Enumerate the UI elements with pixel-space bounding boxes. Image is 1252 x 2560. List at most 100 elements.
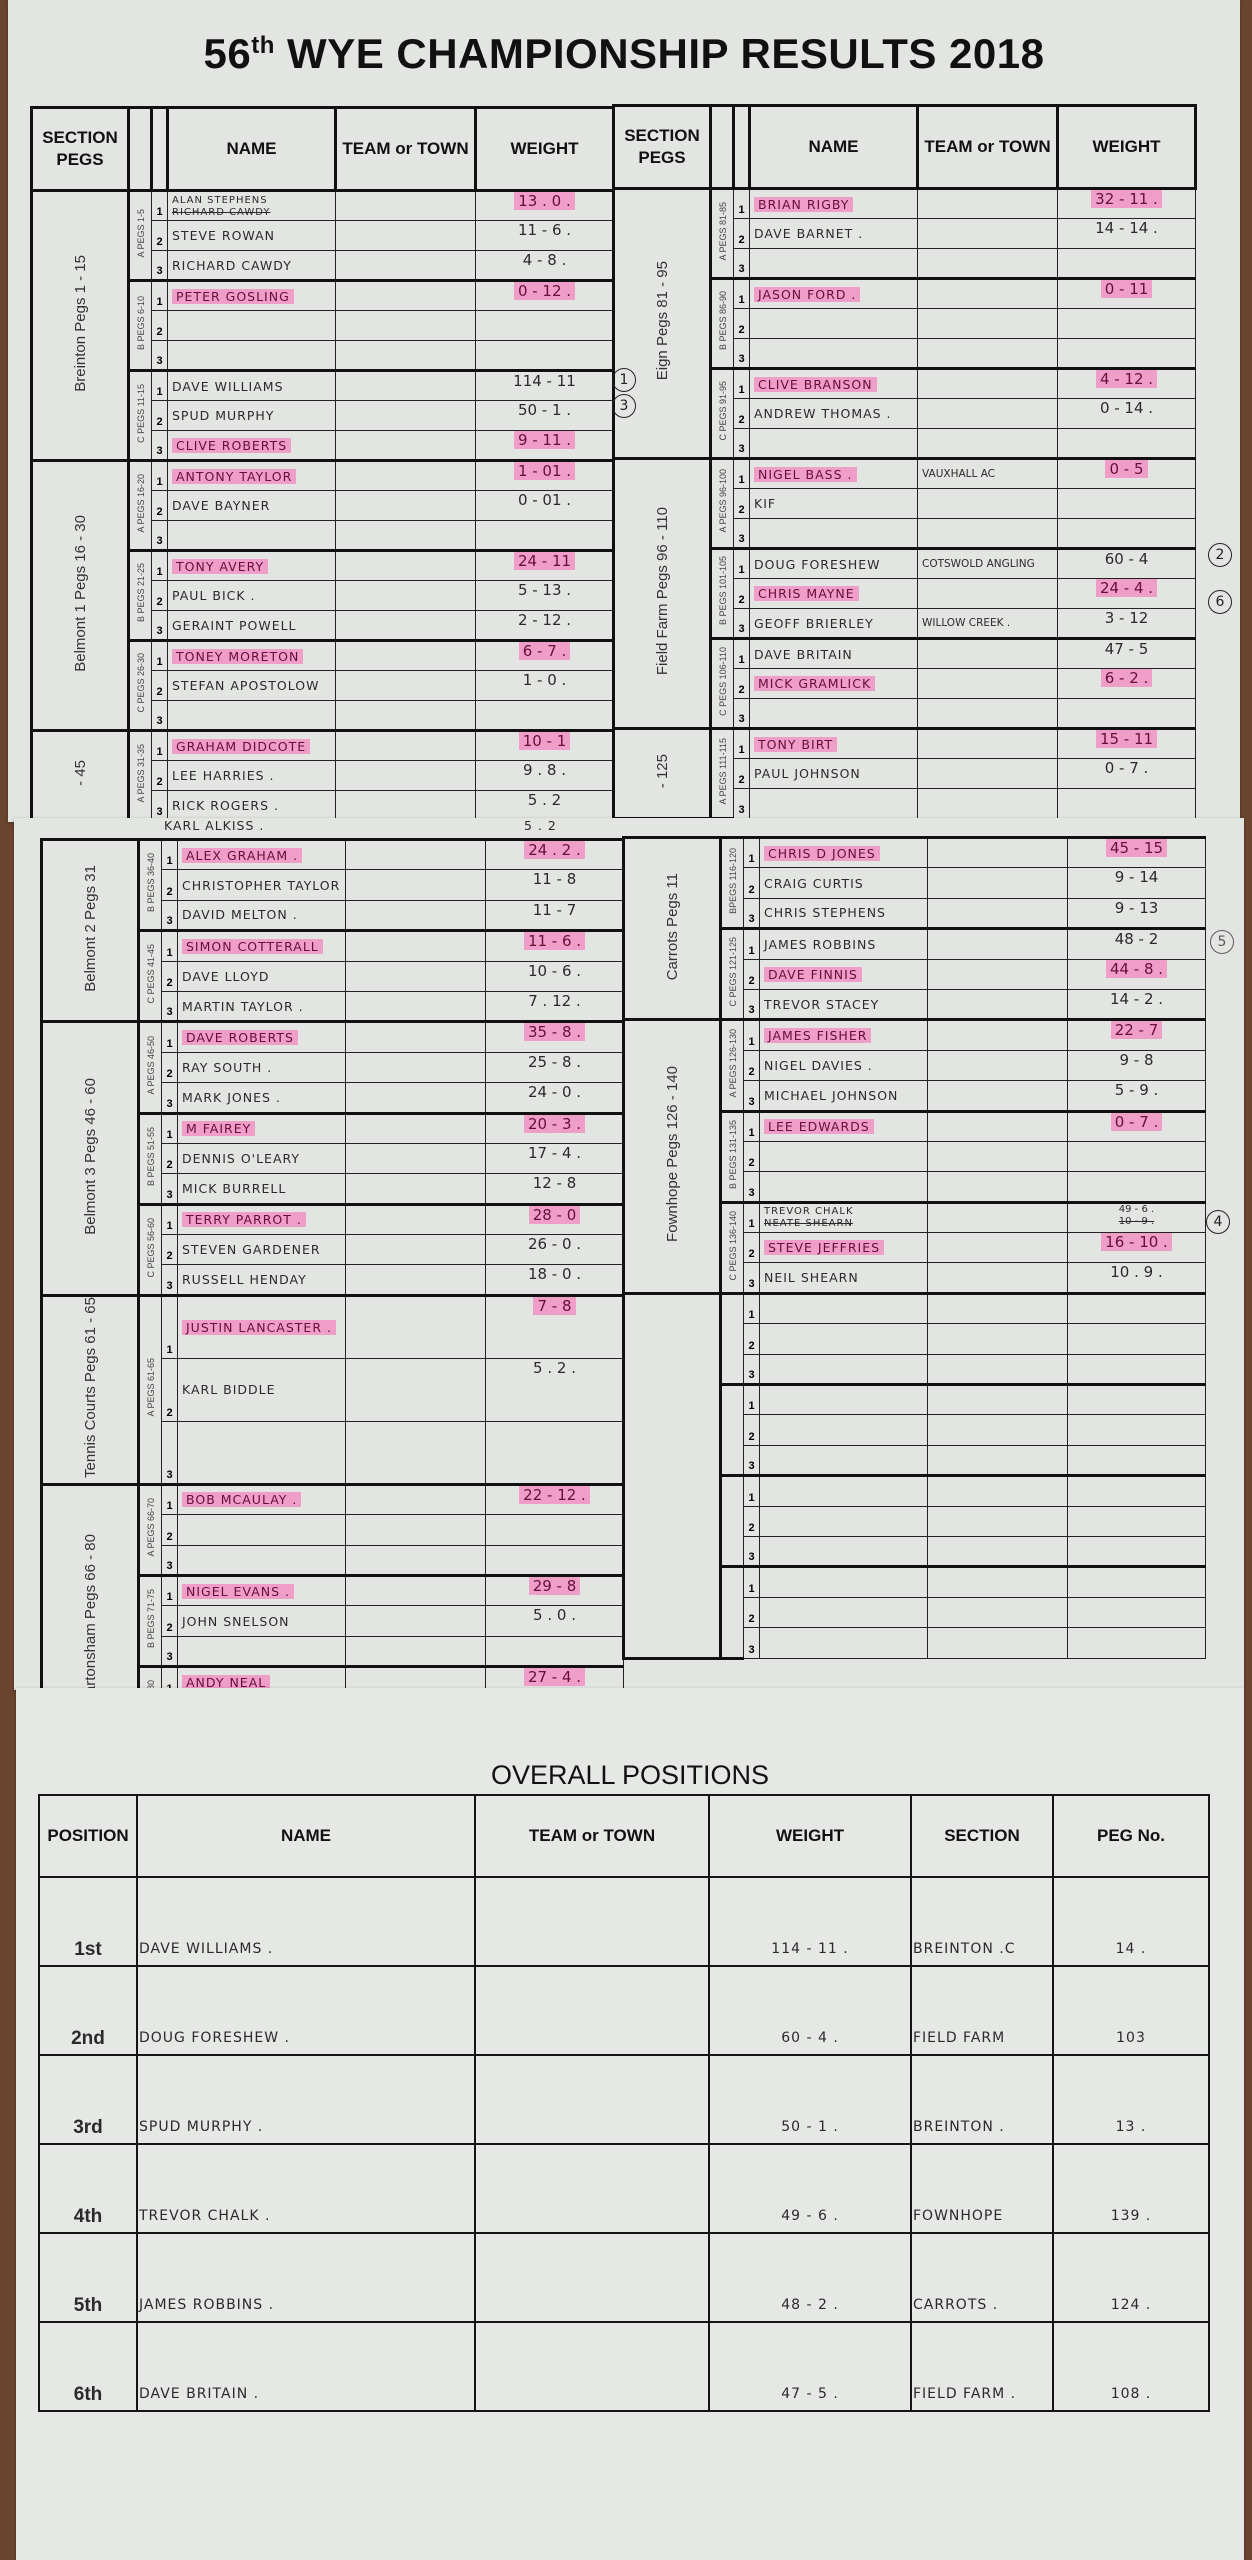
angler-name-cell [759, 1565, 928, 1598]
weight-value: 45 - 15 [1105, 840, 1168, 857]
peg-number: 2 [743, 1596, 760, 1629]
extra-weight-note: 5 . 2 [524, 818, 557, 833]
table-row: 1 [624, 1474, 1206, 1569]
peg-group-label: C PEGS 26-30 [135, 653, 146, 713]
table-row: 2 NIGEL DAVIES . 9 - 8 [624, 1049, 1206, 1082]
peg-number: 3 [151, 250, 168, 281]
table-row: C PEGS 41-45 1 SIMON COTTERALL 11 - 6 . [42, 929, 624, 1024]
table-row: Belmont 3 Pegs 46 - 60 A PEGS 46-50 1 DAVE … [40, 1020, 624, 1297]
angler-name: ANDREW THOMAS . [754, 406, 892, 421]
weight-value: 50 - 1 . [517, 401, 572, 420]
peg-number: 3 [161, 1635, 178, 1668]
peg-number: 1 [161, 1111, 178, 1144]
angler-name: DAVID MELTON . [182, 907, 298, 923]
angler-name: ALEX GRAHAM . [182, 847, 303, 863]
peg-group-cell: B PEGS 71-75 [137, 1573, 162, 1669]
table-row: 1 [622, 1291, 1206, 1660]
peg-number: 1 [161, 929, 178, 962]
weight-cell: 0 - 01 . [475, 490, 614, 521]
weight-cell: 22 - 12 . [485, 1482, 624, 1516]
angler-name: PETER GOSLING [172, 288, 294, 304]
angler-name-cell [759, 1444, 928, 1477]
team-or-town [335, 279, 476, 311]
team-or-town [917, 367, 1058, 399]
peg-group-cell: A PEGS 81-85 [709, 187, 734, 280]
weight-cell [1057, 248, 1196, 279]
weight-value: 14 - 14 . [1095, 219, 1158, 238]
results-table-right: SECTION PEGS NAME TEAM or TOWN WEIGHT Eign P… [612, 104, 1197, 820]
name-header: NAME [136, 1794, 476, 1878]
section-label: - 125 [653, 753, 671, 789]
angler-name: STEVE JEFFRIES [764, 1240, 885, 1256]
weight-cell: 114 - 11 [475, 369, 614, 401]
overall-row: 1st DAVE WILLIAMS . 114 - 11 . BREINTON .C 1… [38, 1876, 1210, 1967]
angler-name-cell: TREVOR CHALK NEATE SHEARN [759, 1200, 928, 1234]
angler-name-cell: TONY AVERY [167, 549, 336, 581]
angler-name: TREVOR CHALK . [136, 2143, 476, 2234]
peg-group-label: A PEGS 46-50 [145, 1035, 156, 1095]
peg-number: 3 [733, 338, 750, 369]
table-row: 2 LEE HARRIES . 9 . 8 . [32, 760, 614, 791]
angler-name: DOUG FORESHEW [754, 556, 881, 572]
angler-name-cell [759, 1291, 928, 1325]
peg-number: 1 [151, 369, 168, 401]
angler-name: DAVE WILLIAMS [172, 378, 284, 394]
table-row: 2 DAVE BARNET . 14 - 14 . [614, 218, 1196, 249]
peg-group-label: B PEGS 6-10 [135, 295, 146, 351]
peg-number: 3 [161, 1264, 178, 1296]
angler-name-cell: KIF [749, 488, 918, 519]
peg-group-cell: A PEGS 31-35 [127, 729, 152, 822]
position: 6th [38, 2321, 138, 2412]
peg-number: 3 [161, 1082, 178, 1114]
position-annotation: 3 [612, 394, 636, 418]
angler-name-cell: CLIVE BRANSON [749, 367, 918, 399]
weight-cell: 45 - 15 [1067, 835, 1206, 869]
peg-group-label: A PEGS 31-35 [135, 743, 146, 803]
angler-name: ANDY NEAL [182, 1674, 271, 1690]
team-or-town [927, 1262, 1068, 1294]
team-or-town: WILLOW CREEK . [917, 608, 1058, 639]
section-header: SECTION [910, 1794, 1054, 1878]
weight-value: 24 - 4 . [1095, 579, 1158, 597]
angler-name: JAMES ROBBINS . [136, 2232, 476, 2323]
weight-header: WEIGHT [474, 106, 615, 192]
weight-cell [485, 1420, 624, 1485]
weight-value: 10 - 1 [518, 733, 571, 750]
weight-cell [1057, 788, 1196, 819]
weight-cell: 14 - 2 . [1067, 988, 1206, 1021]
weight-value: 15 - 11 [1095, 731, 1158, 748]
peg-group-cell: C PEGS 26-30 [127, 639, 152, 732]
team-or-town [927, 1596, 1068, 1629]
team-or-town [335, 459, 476, 491]
weight-value: 0 - 7 . [1104, 759, 1149, 778]
weight-value: 6 - 2 . [1100, 669, 1153, 687]
weight-value: 3 - 12 [1104, 609, 1149, 628]
angler-name-cell: DAVE LLOYD [177, 960, 346, 992]
peg-number: 2 [743, 1232, 760, 1264]
peg-number: 2 [151, 580, 168, 611]
angler-name: DAVE LLOYD [182, 968, 270, 984]
peg-group-cell: B PEGS 51-55 [137, 1111, 162, 1206]
peg-number: 3 [743, 988, 760, 1021]
peg-number: 2 [733, 488, 750, 519]
angler-name: MARTIN TAYLOR . [182, 998, 304, 1014]
angler-name: DOUG FORESHEW . [136, 1965, 476, 2056]
team-or-town [917, 488, 1058, 519]
weight-cell: 4 - 12 . [1057, 367, 1196, 399]
name-header: NAME [166, 106, 337, 192]
section: FIELD FARM . [910, 2321, 1054, 2412]
angler-name-cell: RAY SOUTH . [177, 1051, 346, 1084]
weight-cell: 5 . 2 . [485, 1357, 624, 1422]
table-row: C PEGS 106-110 1 DAVE BRITAIN 47 - 5 [614, 637, 1196, 730]
position-annotation: 1 [612, 368, 636, 392]
team-or-town [927, 1323, 1068, 1355]
angler-name-cell: RICHARD CAWDY [167, 250, 336, 281]
angler-name-cell: ALEX GRAHAM . [177, 837, 346, 871]
weight-cell: 4 - 8 . [475, 250, 614, 281]
angler-name: BOB MCAULAY . [182, 1492, 302, 1508]
table-row: 3 MICHAEL JOHNSON 5 - 9 . [624, 1080, 1206, 1112]
weight-cell: 24 . 2 . [485, 837, 624, 871]
section-label-cell: Breinton Pegs 1 - 15 [30, 189, 130, 462]
section-label: Belmont 3 Pegs 46 - 60 [81, 1077, 99, 1235]
team-or-town [345, 869, 486, 901]
